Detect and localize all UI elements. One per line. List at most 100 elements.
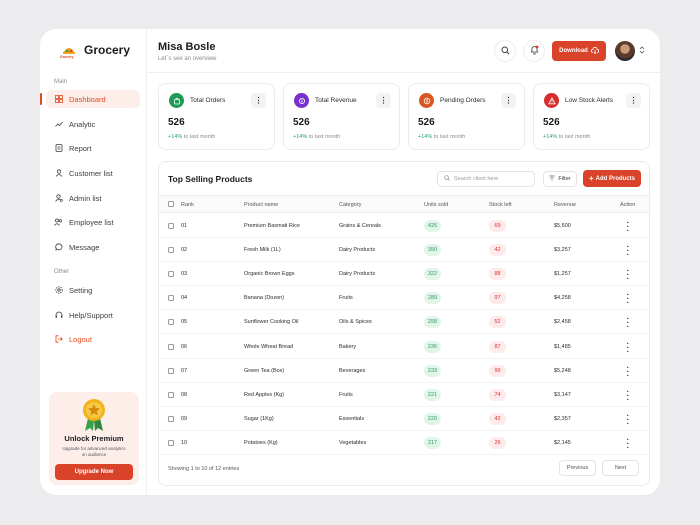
- sidebar-item-message[interactable]: Message: [46, 238, 140, 256]
- product-name-cell: Banana (Dozen): [244, 295, 285, 302]
- upgrade-now-button[interactable]: Upgrade Now: [55, 464, 133, 480]
- sidebar-item-label: Analytic: [69, 119, 96, 129]
- user-icon: [54, 169, 63, 178]
- revenue-icon: [294, 93, 309, 108]
- brand-logo[interactable]: Grocery Grocery: [60, 41, 130, 59]
- stat-card-total-revenue: Total Revenue ⋮ 526 +14% to last month: [283, 83, 400, 150]
- search-input[interactable]: Search client here: [437, 171, 535, 187]
- sidebar-item-analytic[interactable]: Analytic: [46, 115, 140, 133]
- next-button[interactable]: Next: [602, 460, 639, 476]
- row-checkbox[interactable]: [168, 439, 174, 446]
- kebab-menu-icon[interactable]: ⋮: [376, 93, 391, 108]
- units-sold-badge: 289: [424, 292, 441, 305]
- logo-subtext: Grocery: [60, 55, 74, 59]
- chevron-up-down-icon[interactable]: [639, 45, 645, 56]
- row-checkbox[interactable]: [168, 247, 174, 254]
- search-icon: [444, 175, 450, 183]
- stat-title: Total Revenue: [315, 97, 357, 104]
- units-sold-badge: 220: [424, 412, 441, 425]
- row-action-menu-icon[interactable]: · · ·: [626, 242, 630, 260]
- kebab-menu-icon[interactable]: ⋮: [626, 93, 641, 108]
- row-checkbox[interactable]: [168, 367, 174, 374]
- row-action-menu-icon[interactable]: · · ·: [626, 338, 630, 356]
- row-action-menu-icon[interactable]: · · ·: [626, 386, 630, 404]
- kebab-menu-icon[interactable]: ⋮: [251, 93, 266, 108]
- sidebar-item-logout[interactable]: Logout: [46, 330, 140, 348]
- column-header: Rank: [181, 202, 194, 208]
- row-checkbox[interactable]: [168, 271, 174, 278]
- cart-icon: [169, 93, 184, 108]
- units-sold-badge: 233: [424, 364, 441, 377]
- add-products-button[interactable]: + Add Products: [583, 170, 641, 187]
- revenue-cell: $2,458: [554, 319, 571, 326]
- user-gear-icon: [54, 194, 63, 203]
- product-name-cell: Green Tea (Box): [244, 367, 285, 374]
- row-checkbox[interactable]: [168, 391, 174, 398]
- rank-cell: 04: [181, 295, 188, 302]
- search-button[interactable]: [494, 40, 516, 62]
- revenue-cell: $1,485: [554, 343, 571, 350]
- sidebar-item-admin-list[interactable]: Admin list: [46, 189, 140, 207]
- stat-value: 526: [543, 117, 560, 128]
- units-sold-badge: 217: [424, 436, 441, 449]
- category-cell: Bakery: [339, 343, 357, 350]
- column-header: Revenue: [554, 202, 577, 208]
- row-checkbox[interactable]: [168, 343, 174, 350]
- avatar[interactable]: [615, 41, 635, 61]
- stat-value: 526: [168, 117, 185, 128]
- upgrade-title: Unlock Premium: [64, 434, 124, 443]
- headset-icon: [54, 311, 63, 320]
- sidebar-item-help-support[interactable]: Help/Support: [46, 306, 140, 324]
- row-action-menu-icon[interactable]: · · ·: [626, 266, 630, 284]
- stock-left-badge: 88: [489, 268, 506, 281]
- stat-delta: +14% to last month: [418, 134, 466, 140]
- message-icon: [54, 243, 63, 252]
- revenue-cell: $5,248: [554, 367, 571, 374]
- upgrade-subtitle: Upgrade for advanced analytics on audien…: [62, 446, 126, 457]
- stat-delta: +14% to last month: [168, 134, 216, 140]
- sidebar-item-customer-list[interactable]: Customer list: [46, 164, 140, 182]
- stock-left-badge: 87: [489, 340, 506, 353]
- product-name-cell: Sunflower Cooking Oil: [244, 319, 299, 326]
- row-action-menu-icon[interactable]: · · ·: [626, 218, 630, 235]
- category-cell: Vegetables: [339, 439, 367, 446]
- row-checkbox[interactable]: [168, 223, 174, 229]
- category-cell: Fruits: [339, 391, 353, 398]
- row-action-menu-icon[interactable]: · · ·: [626, 410, 630, 428]
- stat-value: 526: [293, 117, 310, 128]
- filter-label: Filter: [558, 176, 571, 182]
- upgrade-card: Unlock Premium Upgrade for advanced anal…: [49, 392, 139, 485]
- search-icon: [501, 42, 510, 60]
- row-action-menu-icon[interactable]: · · ·: [626, 434, 630, 452]
- row-checkbox[interactable]: [168, 295, 174, 302]
- sidebar-item-employee-list[interactable]: Employee list: [46, 213, 140, 231]
- row-checkbox[interactable]: [168, 415, 174, 422]
- revenue-cell: $4,258: [554, 295, 571, 302]
- kebab-menu-icon[interactable]: ⋮: [501, 93, 516, 108]
- stock-left-badge: 74: [489, 388, 506, 401]
- previous-button[interactable]: Previous: [559, 460, 596, 476]
- row-action-menu-icon[interactable]: · · ·: [626, 362, 630, 380]
- user-name: Misa Bosle: [158, 41, 216, 53]
- product-name-cell: Red Apples (Kg): [244, 391, 285, 398]
- sidebar-item-setting[interactable]: Setting: [46, 281, 140, 299]
- stat-title: Total Orders: [190, 97, 226, 104]
- select-all-checkbox[interactable]: [168, 201, 174, 207]
- stock-left-badge: 69: [489, 220, 506, 232]
- row-action-menu-icon[interactable]: · · ·: [626, 290, 630, 308]
- header-divider: [147, 72, 660, 73]
- revenue-cell: $3,257: [554, 247, 571, 254]
- stock-left-badge: 97: [489, 292, 506, 305]
- sidebar-item-report[interactable]: Report: [46, 139, 140, 157]
- stock-left-badge: 42: [489, 412, 506, 425]
- rank-cell: 06: [181, 343, 188, 350]
- sidebar-item-dashboard[interactable]: Dashboard: [40, 90, 140, 108]
- row-action-menu-icon[interactable]: · · ·: [626, 314, 630, 332]
- download-button[interactable]: Download: [552, 41, 606, 61]
- grocery-logo-icon: Grocery: [60, 41, 78, 59]
- row-checkbox[interactable]: [168, 319, 174, 326]
- filter-icon: [549, 175, 555, 183]
- filter-button[interactable]: Filter: [543, 171, 577, 187]
- rank-cell: 02: [181, 247, 188, 254]
- notification-button[interactable]: [523, 40, 545, 62]
